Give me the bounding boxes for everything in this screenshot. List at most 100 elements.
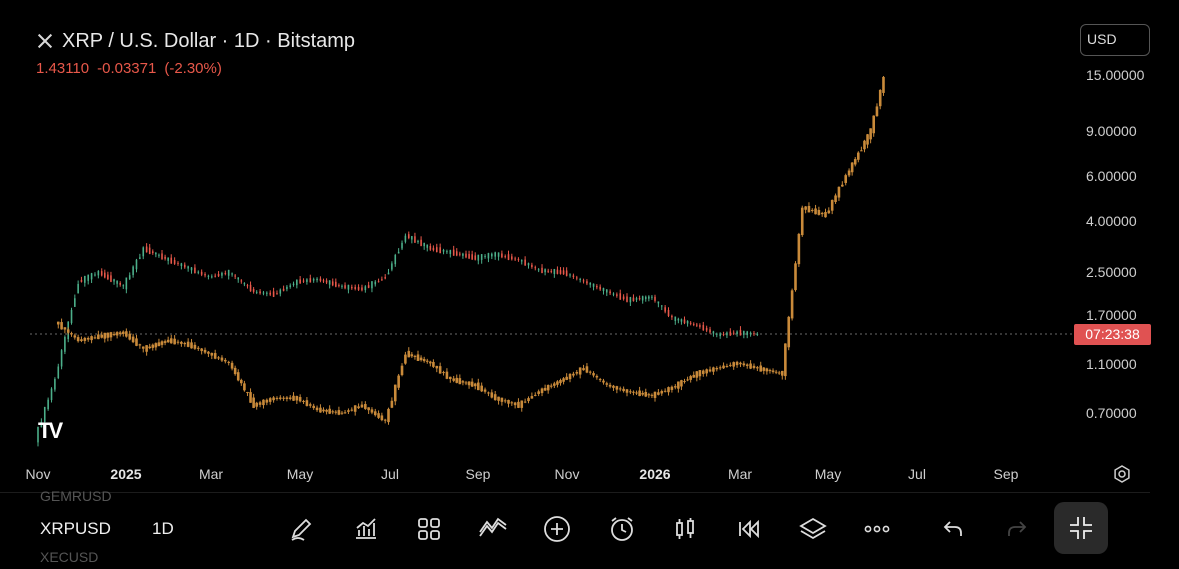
candle-body [827,210,831,214]
candle-body [220,357,224,361]
candle-body [824,212,827,218]
candle-body [413,355,417,357]
candle-body [63,327,67,330]
candle-body [383,419,387,421]
replay-icon[interactable] [732,512,766,546]
candle-body [677,318,680,321]
candle-body [107,274,109,280]
candle-body [393,384,397,402]
candle-body [837,186,841,198]
candle-body [138,344,142,346]
candle-body [40,421,43,428]
candle-body [537,269,540,271]
candle-body [288,397,292,399]
candle-body [411,236,413,240]
plus-circle-icon[interactable] [540,512,574,546]
candle-body [94,274,96,276]
settings-icon[interactable] [1113,465,1131,483]
candle-body [830,199,834,211]
timeframe-selector[interactable]: 1D [152,519,174,538]
candle-body [452,249,455,256]
candle-body [663,390,667,392]
candle-body [739,362,742,365]
redo-icon[interactable] [1000,512,1034,546]
collapse-icon[interactable] [1054,502,1108,554]
x-tick-label: May [286,466,314,482]
symbol-selector[interactable]: XRPUSD [40,519,111,538]
candle-body [503,400,507,402]
pencil-icon[interactable] [284,512,318,546]
candle-body [689,322,692,324]
x-tick-label: May [814,466,842,482]
x-tick-label: Jul [381,466,399,482]
candle-body [80,339,83,342]
candle-body [157,342,161,347]
candle-body [616,294,618,296]
candle-body [170,257,173,264]
candle-body [442,372,445,374]
currency-button[interactable]: USD [1080,24,1150,56]
candle-body [686,320,689,324]
candle-body [517,259,520,261]
candle-body [442,250,445,252]
candle-body [644,392,648,397]
candle-body [609,291,611,294]
candle-body [860,150,863,152]
x-tick-label: Nov [554,466,580,482]
more-icon[interactable] [860,512,894,546]
candle-body [305,400,309,406]
line-chart-icon[interactable] [476,512,510,546]
candle-body [377,281,380,283]
symbol-prev[interactable]: GEMRUSD [40,488,112,504]
candle-body [586,281,588,284]
candle-body [507,254,510,260]
candle-body [158,254,160,256]
candle-body [73,335,77,338]
candle-body [233,367,237,375]
candle-body [585,366,589,373]
candle-body [807,205,811,213]
candle-body [429,361,432,364]
symbol-next[interactable]: XECUSD [40,549,99,565]
candle-body [371,281,373,289]
grid-icon[interactable] [412,512,446,546]
candle-body [465,253,467,258]
alarm-icon[interactable] [605,512,639,546]
countdown-badge: 07:23:38 [1074,324,1151,345]
candle-body [312,405,315,409]
candle-body [878,89,882,107]
candle-body [221,272,223,276]
candle-body [56,321,60,325]
candle-body [381,279,383,281]
candle-body [817,209,821,215]
candle-body [445,371,449,379]
chart-bars-icon[interactable] [349,512,383,546]
candle-body [650,394,654,396]
price-readout: 1.43110 -0.03371 (-2.30%) [36,60,230,77]
candle-body [131,336,135,343]
candle-body [128,333,132,340]
close-icon[interactable] [36,32,54,50]
y-tick-label: 1.70000 [1086,307,1137,323]
candle-body [729,364,732,366]
candle-body [695,371,699,378]
candle-body [282,288,285,291]
y-tick-label: 9.00000 [1086,123,1137,139]
candles-icon[interactable] [668,512,702,546]
candle-body [497,396,500,401]
candle-body [568,373,572,380]
candle-body [820,212,824,215]
candle-body [278,397,282,399]
candle-body [407,350,411,358]
candle-body [533,394,537,396]
candle-body [217,357,220,359]
candle-body [540,388,544,394]
candle-body [166,339,170,343]
x-tick-label: 2025 [110,466,142,482]
undo-icon[interactable] [936,512,970,546]
candle-body [302,401,305,403]
candle-body [350,409,354,411]
layers-icon[interactable] [796,512,830,546]
candle-body [200,348,203,352]
